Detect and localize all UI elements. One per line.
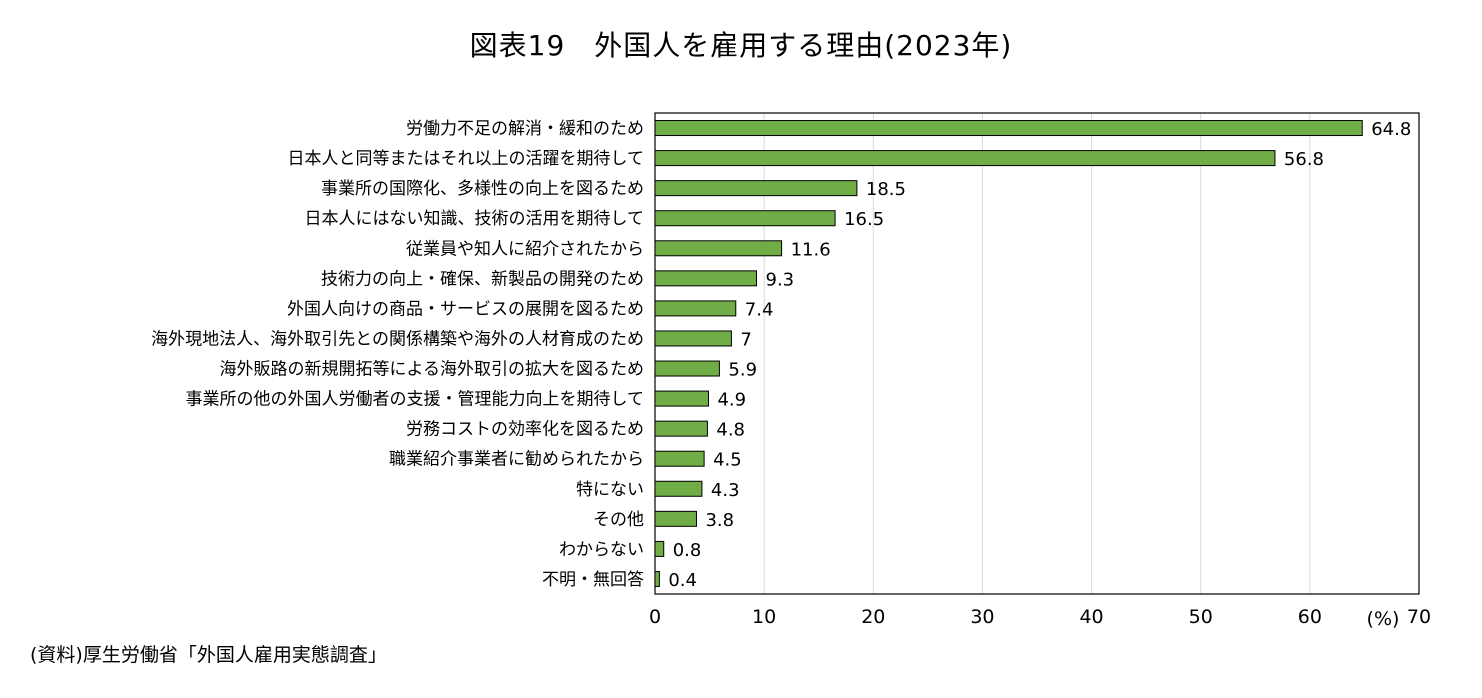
x-tick-label: 10 (752, 606, 776, 628)
category-label: 特にない (576, 480, 644, 500)
category-label: 事業所の国際化、多様性の向上を図るため (321, 179, 644, 199)
data-label: 4.5 (713, 450, 742, 471)
x-axis-ticks: 0 10 20 30 40 50 60 70 (%) (649, 606, 1431, 630)
bar (654, 390, 709, 407)
x-tick-label: 40 (1079, 606, 1103, 628)
data-label: 7.4 (745, 299, 774, 320)
data-label: 9.3 (766, 269, 795, 290)
chart-title: 図表19 外国人を雇用する理由(2023年) (469, 29, 1013, 62)
category-label: 日本人にはない知識、技術の活用を期待して (305, 209, 645, 229)
value-labels: 64.8 56.8 18.5 16.5 11.6 9.3 7.4 7 5.9 4.9 4.8 4.5 4… (668, 119, 1411, 591)
bar (654, 570, 660, 587)
x-tick-label: 70 (1407, 606, 1431, 628)
category-label: 従業員や知人に紹介されたから (406, 239, 644, 259)
x-tick-label: 60 (1298, 606, 1322, 628)
category-labels: 労働力不足の解消・緩和のため日本人と同等またはそれ以上の活躍を期待して事業所の国… (151, 119, 644, 590)
bar (654, 510, 697, 527)
x-tick-label: 0 (649, 606, 661, 628)
x-tick-label: 30 (970, 606, 994, 628)
data-label: 0.8 (673, 540, 702, 561)
data-label: 4.8 (716, 420, 745, 441)
category-label: 労働力不足の解消・緩和のため (406, 119, 644, 139)
bar (654, 420, 708, 437)
data-label: 7 (740, 329, 751, 350)
bar (654, 360, 720, 377)
data-label: 3.8 (705, 510, 734, 531)
bar (654, 480, 703, 497)
category-label: 海外現地法人、海外取引先との関係構築や海外の人材育成のため (151, 329, 644, 349)
x-tick-label: 20 (861, 606, 885, 628)
category-label: 日本人と同等またはそれ以上の活躍を期待して (288, 149, 645, 169)
bar (654, 120, 1363, 137)
category-label: 技術力の向上・確保、新製品の開発のため (321, 269, 644, 289)
data-label: 18.5 (866, 179, 906, 200)
data-label: 11.6 (791, 239, 831, 260)
category-label: 海外販路の新規開拓等による海外取引の拡大を図るため (220, 360, 645, 380)
data-label: 0.4 (668, 570, 697, 591)
data-label: 5.9 (728, 360, 757, 381)
data-label: 4.3 (711, 480, 740, 501)
category-label: 職業紹介事業者に勧められたから (389, 450, 644, 470)
x-axis-unit-label: (%) (1367, 608, 1400, 630)
bars (654, 120, 1363, 587)
bar (654, 210, 836, 227)
bar (654, 540, 665, 557)
bar (654, 180, 858, 197)
data-label: 56.8 (1284, 149, 1324, 170)
category-label: 外国人向けの商品・サービスの展開を図るため (287, 299, 644, 319)
bar (654, 450, 705, 467)
bar (654, 300, 737, 317)
plot-frame (654, 112, 1420, 595)
bar (654, 240, 783, 257)
category-label: わからない (559, 540, 644, 560)
category-label: その他 (593, 510, 644, 530)
bar (654, 150, 1276, 167)
bar (654, 330, 732, 347)
source-note: (資料)厚生労働省「外国人雇用実態調査」 (30, 644, 387, 666)
bar (654, 270, 758, 287)
category-label: 事業所の他の外国人労働者の支援・管理能力向上を期待して (186, 390, 645, 410)
data-label: 4.9 (717, 390, 746, 411)
data-label: 64.8 (1371, 119, 1411, 140)
x-tick-label: 50 (1189, 606, 1213, 628)
category-label: 労務コストの効率化を図るため (406, 420, 644, 440)
category-label: 不明・無回答 (542, 570, 644, 590)
data-label: 16.5 (844, 209, 884, 230)
